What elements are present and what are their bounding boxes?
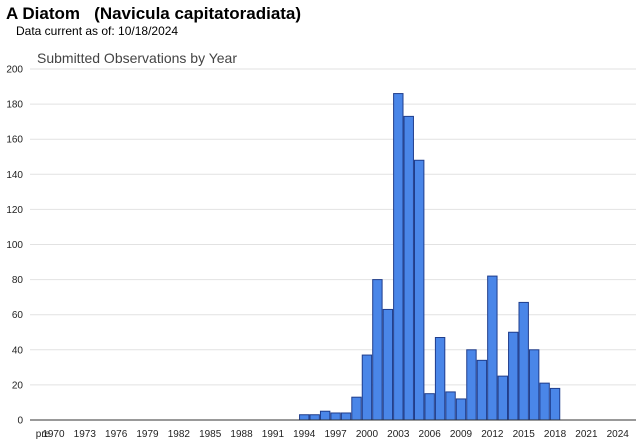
y-tick-label: 200	[6, 65, 23, 76]
bar-2002	[382, 308, 394, 421]
x-tick-label: 2009	[450, 429, 473, 440]
bar-1997	[330, 412, 341, 421]
x-tick-label: 1970	[42, 429, 65, 440]
x-tick-label: pre	[36, 429, 51, 440]
bar-2006	[424, 393, 435, 421]
x-tick-label: 1976	[105, 429, 128, 440]
bar-2005	[414, 159, 425, 421]
x-tick-label: 1979	[136, 429, 159, 440]
bar-2014	[508, 331, 519, 421]
x-tick-label: 1997	[324, 429, 347, 440]
y-axis-ticks: 0 20 40 60 80 100 120 140 160 180 200	[6, 65, 23, 427]
y-tick-label: 160	[6, 135, 23, 146]
y-tick-label: 20	[12, 380, 24, 391]
y-tick-label: 100	[6, 240, 23, 251]
x-tick-label: 2006	[419, 429, 442, 440]
bar-2008	[445, 391, 456, 421]
y-tick-label: 0	[17, 416, 23, 427]
x-tick-label: 2021	[575, 429, 598, 440]
x-tick-label: 2015	[513, 429, 536, 440]
grid-lines	[30, 68, 636, 386]
page-header: A Diatom (Navicula capitatoradiata) Data…	[6, 4, 301, 38]
page-title: A Diatom (Navicula capitatoradiata)	[6, 4, 302, 23]
bar-1995	[309, 414, 320, 421]
bar-2013	[497, 375, 509, 421]
y-tick-label: 40	[12, 345, 24, 356]
chart-title: Submitted Observations by Year	[37, 50, 237, 66]
bar-2004	[403, 115, 414, 421]
bar-2001	[372, 279, 383, 421]
x-tick-label: 1973	[74, 429, 97, 440]
bar-1998	[340, 412, 352, 421]
x-tick-label: 1982	[168, 429, 191, 440]
y-tick-label: 140	[6, 170, 23, 181]
bar-2018	[549, 387, 561, 421]
bar-1999	[351, 396, 362, 421]
bar-2010	[466, 349, 477, 421]
x-tick-label: 2018	[544, 429, 567, 440]
bar-2009	[455, 398, 467, 421]
bar-2015	[518, 301, 529, 421]
y-tick-label: 180	[6, 100, 23, 111]
y-tick-label: 120	[6, 205, 23, 216]
bar-1994	[299, 414, 310, 421]
x-tick-label: 1988	[230, 429, 253, 440]
y-tick-label: 80	[12, 275, 24, 286]
x-tick-label: 2003	[387, 429, 410, 440]
bar-2016	[528, 349, 540, 421]
x-tick-label: 2000	[356, 429, 379, 440]
y-tick-label: 60	[12, 310, 24, 321]
bar-2012	[487, 275, 498, 421]
x-tick-label: 1991	[262, 429, 285, 440]
x-tick-label: 2012	[481, 429, 504, 440]
bar-1996	[319, 410, 331, 421]
data-current-label: Data current as of: 10/18/2024	[16, 24, 179, 38]
bar-2017	[539, 382, 550, 421]
bar-2003	[393, 93, 404, 421]
bar-2011	[476, 359, 488, 421]
bar-2000	[361, 354, 373, 421]
x-tick-label: 2024	[607, 429, 630, 440]
bar-2007	[434, 337, 446, 421]
x-tick-label: 1994	[293, 429, 316, 440]
bars	[299, 93, 561, 421]
x-tick-label: 1985	[199, 429, 222, 440]
